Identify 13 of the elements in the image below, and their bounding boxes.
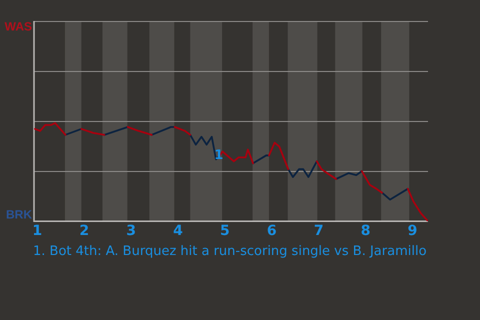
x-tick-label: 8 bbox=[360, 223, 370, 240]
x-tick-label: 1 bbox=[32, 223, 42, 240]
x-tick-label: 4 bbox=[173, 223, 184, 240]
x-tick-label: 9 bbox=[408, 223, 418, 240]
x-tick-label: 7 bbox=[314, 223, 324, 240]
x-tick-label: 3 bbox=[126, 223, 136, 240]
annotation: 1 bbox=[214, 148, 224, 163]
text: WAS bbox=[4, 19, 32, 34]
x-tick-label: 2 bbox=[79, 223, 90, 240]
text: BRK bbox=[6, 208, 32, 222]
x-tick-label: 5 bbox=[220, 223, 230, 240]
x-tick-label: 6 bbox=[266, 223, 277, 240]
text: 1. Bot 4th: A. Burquez hit a run-scoring single vs B. Jaramillo bbox=[33, 244, 427, 259]
